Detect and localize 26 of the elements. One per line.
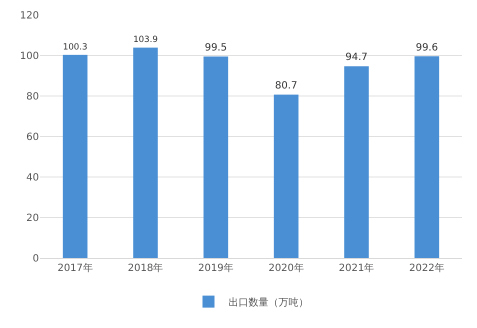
y-tick-label: 40 bbox=[26, 172, 39, 184]
data-label: 99.6 bbox=[416, 42, 438, 54]
x-tick-label: 2017年 bbox=[57, 262, 93, 274]
bar bbox=[344, 66, 369, 258]
y-tick-label: 20 bbox=[26, 213, 39, 224]
bar bbox=[62, 54, 88, 258]
y-tick-label: 0 bbox=[32, 254, 39, 264]
x-tick-label: 2020年 bbox=[268, 262, 304, 274]
bar bbox=[274, 94, 298, 258]
y-tick-label: 80 bbox=[26, 92, 39, 102]
data-label: 94.7 bbox=[345, 52, 368, 64]
legend-label: 出口数量（万吨） bbox=[228, 296, 308, 309]
data-label: 100.3 bbox=[62, 42, 88, 52]
data-label: 80.7 bbox=[275, 80, 298, 92]
x-tick-label: 2019年 bbox=[198, 262, 234, 274]
x-tick-label: 2021年 bbox=[338, 262, 374, 274]
y-tick-label: 100 bbox=[20, 51, 39, 62]
x-tick-label: 2022年 bbox=[409, 262, 445, 274]
data-label: 103.9 bbox=[133, 35, 158, 46]
bar bbox=[133, 48, 158, 258]
data-label: 99.5 bbox=[204, 42, 227, 54]
y-tick-label: 120 bbox=[20, 10, 39, 22]
y-tick-label: 60 bbox=[26, 132, 39, 143]
bar bbox=[204, 56, 228, 258]
bar bbox=[414, 56, 440, 258]
x-tick-label: 2018年 bbox=[128, 262, 164, 274]
